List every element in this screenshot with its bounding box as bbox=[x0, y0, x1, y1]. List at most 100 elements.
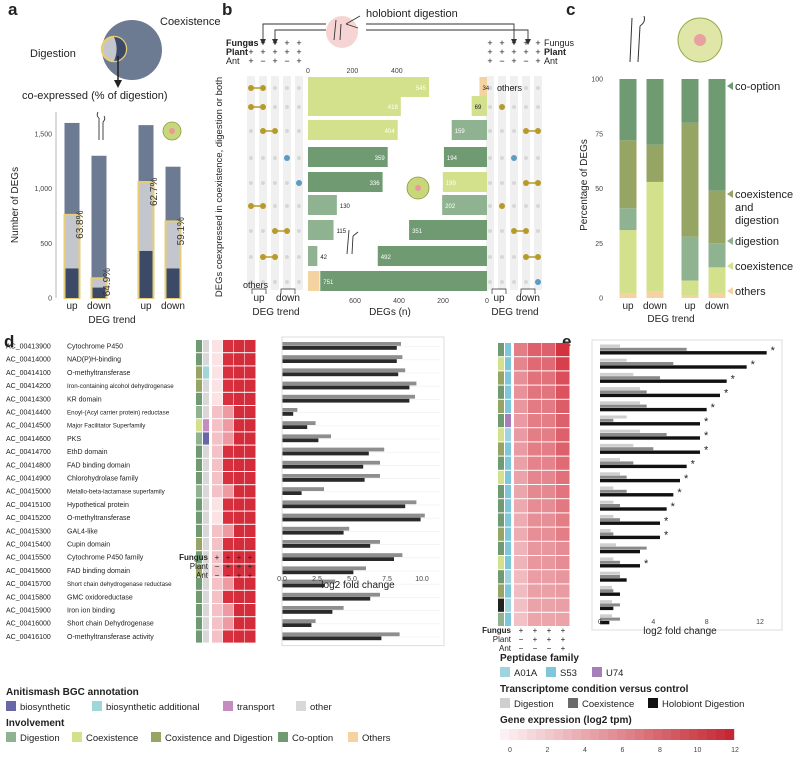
panel-b: holobiont digestion Fungus Fungus+ + + + + + + +… bbox=[214, 8, 575, 318]
expression-heat-cell bbox=[212, 498, 223, 511]
peptidase-cell bbox=[505, 584, 511, 598]
panel-e-cond-label: Ant bbox=[499, 644, 512, 653]
panel-d-cond-sign: + bbox=[226, 562, 231, 571]
panel-d-cond-sign: + bbox=[248, 562, 253, 571]
expression-heat-cell bbox=[528, 570, 542, 584]
expression-heat-cell bbox=[245, 392, 256, 405]
expression-heat-cell bbox=[212, 485, 223, 498]
expression-heat-cell bbox=[234, 472, 245, 485]
holobiont-fc-bar bbox=[282, 596, 371, 601]
empty-dot bbox=[261, 280, 265, 284]
stacked-segment-digestion bbox=[681, 236, 699, 281]
panel-e-cond-sign: − bbox=[519, 644, 524, 653]
expression-heat-cell bbox=[514, 584, 528, 598]
expression-heat-cell bbox=[223, 538, 234, 551]
gene-name: Short chain dehydrogenase reductase bbox=[67, 581, 172, 588]
panel-e-cond-sign: + bbox=[533, 635, 538, 644]
panel-d-xtick: 7.5 bbox=[382, 576, 392, 583]
coexistence-fc-bar bbox=[600, 433, 667, 436]
panel-b-sign: + bbox=[296, 38, 301, 48]
peptidase-cell bbox=[505, 470, 511, 484]
involvement-cell bbox=[498, 485, 504, 499]
colorbar-step bbox=[527, 729, 537, 740]
holobiont-fc-bar bbox=[282, 398, 410, 403]
panel-e-cond-sign: − bbox=[533, 644, 538, 653]
percent-label: 59.1% bbox=[176, 217, 187, 245]
expression-heat-cell bbox=[514, 527, 528, 541]
holobiont-fc-bar bbox=[600, 507, 667, 511]
empty-dot bbox=[249, 280, 253, 284]
right-bar bbox=[442, 172, 487, 192]
coexistence-fc-bar bbox=[600, 489, 627, 493]
stacked-segment-co-option bbox=[619, 79, 637, 141]
empty-dot bbox=[500, 129, 504, 133]
significance-star: * bbox=[644, 558, 649, 570]
expression-heat-cell bbox=[556, 570, 570, 584]
antismash-cell bbox=[203, 590, 209, 603]
colorbar-step bbox=[671, 729, 681, 740]
empty-dot bbox=[500, 156, 504, 160]
involvement-legend-label: Coexistence bbox=[86, 733, 138, 744]
expression-heat-cell bbox=[514, 456, 528, 470]
filled-dot bbox=[272, 228, 278, 234]
filled-dot bbox=[248, 104, 254, 110]
coexistence-fc-bar bbox=[600, 504, 620, 507]
empty-dot bbox=[273, 204, 277, 208]
empty-dot bbox=[285, 129, 289, 133]
expression-heat-cell bbox=[542, 399, 556, 413]
expression-heat-cell bbox=[528, 513, 542, 527]
right-bar-value: 69 bbox=[475, 105, 482, 111]
coexistence-fc-bar bbox=[282, 526, 350, 531]
holobiont-fc-bar bbox=[282, 530, 344, 535]
antismash-cell bbox=[203, 445, 209, 458]
expression-heat-cell bbox=[556, 442, 570, 456]
coexistence-fc-bar bbox=[600, 347, 687, 351]
antismash-cell bbox=[203, 564, 209, 577]
empty-dot bbox=[536, 156, 540, 160]
gene-id: AC_00415300 bbox=[6, 528, 51, 535]
panel-d-cond-label: Ant bbox=[196, 571, 209, 580]
antismash-cell bbox=[203, 392, 209, 405]
significance-star: * bbox=[664, 515, 669, 527]
colorbar-step bbox=[698, 729, 708, 740]
empty-dot bbox=[524, 86, 528, 90]
peptidase-legend-title: Peptidase family bbox=[500, 653, 579, 664]
panel-b-bottom-tick: 600 bbox=[349, 298, 361, 305]
expression-heat-cell bbox=[514, 556, 528, 570]
involvement-swatch bbox=[6, 732, 16, 742]
panel-d-cond-sign: − bbox=[215, 562, 220, 571]
panel-b-ylabel: DEGs coexpressed in coexistence, digesti… bbox=[214, 77, 225, 297]
antismash-cell bbox=[203, 353, 209, 366]
expression-heat-cell bbox=[528, 428, 542, 442]
panel-c-legend: co-optioncoexistenceanddigestiondigestio… bbox=[727, 81, 793, 298]
expression-heat-cell bbox=[212, 458, 223, 471]
empty-dot bbox=[512, 280, 516, 284]
filled-dot bbox=[523, 180, 529, 186]
right-bar bbox=[409, 220, 487, 240]
antismash-legend-label: transport bbox=[237, 702, 275, 713]
expression-heat-cell bbox=[556, 428, 570, 442]
empty-dot bbox=[524, 280, 528, 284]
stacked-segment-digestion bbox=[619, 208, 637, 231]
gene-id: AC_00415700 bbox=[6, 581, 51, 588]
significance-star: * bbox=[704, 416, 709, 428]
panel-a-yticks: 0 500 1,000 1,500 bbox=[34, 131, 52, 302]
panel-b-sign: + bbox=[487, 56, 492, 66]
involvement-cell bbox=[196, 485, 202, 498]
expression-heat-cell bbox=[556, 357, 570, 371]
expression-heat-cell bbox=[223, 353, 234, 366]
holobiont-fc-bar bbox=[282, 610, 333, 614]
gene-id: AC_00415500 bbox=[6, 555, 51, 562]
antismash-swatch bbox=[6, 701, 16, 711]
expression-heat-cell bbox=[212, 353, 223, 366]
empty-dot bbox=[500, 280, 504, 284]
digestion-fc-bar bbox=[600, 571, 620, 575]
expression-heat-cell bbox=[234, 617, 245, 630]
involvement-cell bbox=[196, 590, 202, 603]
expression-heat-cell bbox=[223, 419, 234, 432]
empty-dot bbox=[512, 86, 516, 90]
panel-b-sign: + bbox=[284, 38, 289, 48]
left-bar bbox=[308, 120, 398, 140]
expression-heat-cell bbox=[514, 598, 528, 612]
antismash-cell bbox=[203, 485, 209, 498]
